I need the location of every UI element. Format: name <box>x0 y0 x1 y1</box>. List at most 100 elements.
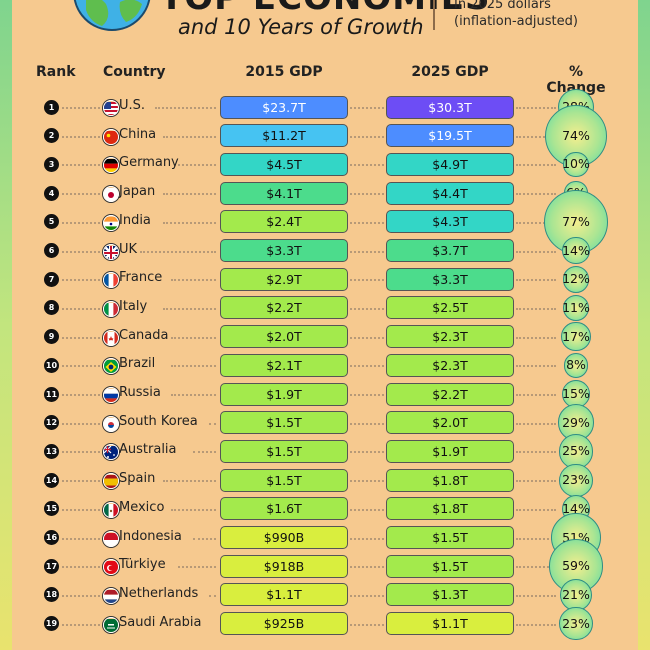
row-leader-dots <box>170 394 216 396</box>
unit-note-line2: (inflation-adjusted) <box>454 14 578 29</box>
row-leader-dots <box>170 336 216 339</box>
row-leader-dots-right <box>516 394 556 396</box>
italy-flag-icon <box>103 300 119 317</box>
row-leader-dots-left <box>62 623 100 626</box>
row-leader-dots-left <box>62 221 100 224</box>
gdp-2015-bar: $2.1T <box>220 353 348 377</box>
page-title: TOP ECONOMIES <box>160 0 491 18</box>
rank-badge: 15 <box>44 501 59 517</box>
row-leader-dots-mid <box>350 537 384 540</box>
rank-badge: 10 <box>44 357 59 373</box>
column-header-2025-gdp: 2025 GDP <box>411 64 489 80</box>
gdp-2015-bar: $1.6T <box>220 497 348 521</box>
row-leader-dots-right <box>516 279 556 282</box>
rank-badge: 5 <box>44 214 59 230</box>
percent-change-label: 29% <box>562 414 590 430</box>
row-leader-dots-left <box>62 279 100 282</box>
gdp-2025-bar: $1.5T <box>386 554 514 578</box>
row-leader-dots-mid <box>350 508 384 511</box>
percent-change-label: 77% <box>562 213 590 229</box>
row-leader-dots-right <box>516 594 556 597</box>
gdp-2025-bar: $2.2T <box>386 382 514 406</box>
gdp-2015-bar: $918B <box>220 554 348 578</box>
gdp-2015-bar: $3.3T <box>220 239 348 262</box>
percent-change-label: 59% <box>562 558 590 574</box>
row-leader-dots-mid <box>350 594 384 597</box>
france-flag-icon <box>103 272 119 289</box>
row-leader-dots-left <box>62 594 100 597</box>
row-leader-dots-right <box>516 451 556 454</box>
percent-change-label: 14% <box>562 500 590 516</box>
gdp-2025-bar: $2.5T <box>386 296 514 320</box>
rank-badge: 19 <box>44 616 59 632</box>
germany-flag-icon <box>103 157 119 174</box>
row-leader-dots-mid <box>350 279 384 282</box>
country-name: Germany <box>119 155 179 171</box>
gdp-2025-bar: $3.3T <box>386 267 514 291</box>
row-leader-dots-mid <box>350 221 384 224</box>
turkiye-flag-icon <box>103 559 119 576</box>
country-name: Türkiye <box>119 557 166 573</box>
spain-flag-icon <box>103 473 119 490</box>
rank-badge: 17 <box>44 558 59 574</box>
row-leader-dots-left <box>62 566 100 569</box>
uk-flag-icon <box>103 243 119 260</box>
row-leader-dots <box>163 135 216 138</box>
row-leader-dots-mid <box>350 566 384 569</box>
rank-badge: 18 <box>44 587 59 603</box>
country-name: UK <box>119 241 138 257</box>
row-leader-dots-left <box>62 365 100 368</box>
row-leader-dots-mid <box>350 250 384 253</box>
row-leader-dots-right <box>516 135 556 138</box>
row-leader-dots-left <box>62 135 100 138</box>
row-leader-dots-mid <box>350 480 384 483</box>
row-leader-dots <box>193 451 216 454</box>
gdp-2015-bar: $1.5T <box>220 411 348 435</box>
column-header-2015-gdp: 2015 GDP <box>245 64 323 80</box>
percent-change-label: 74% <box>562 127 590 143</box>
row-leader-dots-mid <box>350 307 384 310</box>
gdp-2015-bar: $23.7T <box>220 95 348 119</box>
rank-badge: 2 <box>44 128 59 144</box>
row-leader-dots-right <box>516 480 556 483</box>
column-header-country: Country <box>103 64 166 80</box>
country-name: France <box>119 270 163 286</box>
row-leader-dots-left <box>62 422 100 425</box>
row-leader-dots-mid <box>350 394 384 396</box>
gdp-2025-bar: $4.3T <box>386 210 514 234</box>
gdp-2025-bar: $4.9T <box>386 152 514 176</box>
row-leader-dots-right <box>516 508 556 511</box>
column-header-percent-change: % Change <box>546 64 606 96</box>
country-name: Indonesia <box>119 528 182 544</box>
rank-badge: 12 <box>44 415 59 431</box>
change-bubble <box>561 379 591 409</box>
row-leader-dots-mid <box>350 193 384 196</box>
row-leader-dots-left <box>62 336 100 339</box>
row-leader-dots-right <box>516 566 556 569</box>
row-leader-dots <box>163 221 216 224</box>
gdp-2025-bar: $2.3T <box>386 353 514 377</box>
country-name: Saudi Arabia <box>119 614 202 630</box>
row-leader-dots-left <box>62 164 100 167</box>
rank-badge: 4 <box>44 185 59 201</box>
row-leader-dots-right <box>516 537 556 540</box>
row-leader-dots-mid <box>350 623 384 626</box>
change-bubble <box>561 321 591 352</box>
country-name: Australia <box>119 442 177 458</box>
change-bubble <box>562 265 590 293</box>
percent-change-label: 25% <box>562 443 590 459</box>
row-leader-dots-left <box>62 107 100 109</box>
row-leader-dots <box>208 594 216 597</box>
row-leader-dots-left <box>62 480 100 483</box>
percent-change-label: 12% <box>562 271 590 287</box>
percent-change-label: 15% <box>562 386 590 401</box>
column-header-rank: Rank <box>36 64 76 80</box>
gdp-2015-bar: $925B <box>220 612 348 636</box>
row-leader-dots-right <box>516 422 556 425</box>
rank-badge: 1 <box>44 99 59 115</box>
percent-change-label: 10% <box>562 156 590 172</box>
row-leader-dots <box>170 508 216 511</box>
rank-badge: 13 <box>44 443 59 459</box>
saudi-arabia-flag-icon <box>103 616 119 633</box>
country-name: Russia <box>119 385 161 400</box>
